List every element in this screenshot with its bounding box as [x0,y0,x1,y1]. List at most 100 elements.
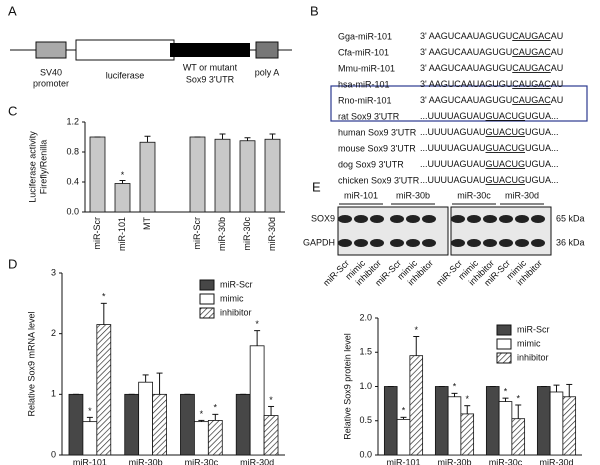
band [406,239,420,247]
sequence-part: CAUGAC [512,31,551,41]
sequence-part: ...UUUUAGUAU [420,111,486,121]
sequence: 3' AAGUCAAUAGUGUCAUGACAU [420,95,563,105]
sequence-part: UGUA... [525,159,559,169]
group-label: miR-30b [396,190,430,200]
sequence-part: CAUGAC [512,63,551,73]
x-tick-label: miR-30b [129,457,163,465]
sequence-part: 3' AAGUCAAUAGUGU [420,79,512,89]
band-size: 36 kDa [556,237,585,247]
error-bar [566,383,573,397]
legend-label: miR-Scr [517,324,550,334]
error-bar [553,384,560,392]
sequence: 3' AAGUCAAUAGUGUCAUGACAU [420,47,563,57]
error-bar [451,392,458,397]
significance: * [121,170,125,180]
error-bar [515,404,522,419]
sequence-part: GUACUG [486,127,526,137]
bar [485,386,500,456]
error-bar [244,137,251,141]
sequence-part: GUACUG [486,143,526,153]
legend-swatch [199,293,215,305]
y-axis-title: Firefly/Renilla [38,140,48,195]
band [338,239,352,247]
panel-label: E [312,179,321,194]
band [422,239,436,247]
sequence: ...UUUUAGUAUGUACUGUGUA... [420,111,559,121]
bar [264,138,281,213]
y-tick-label: 1.5 [359,347,372,357]
band [451,215,465,223]
sequence-part: GUACUG [486,175,526,185]
significance: * [414,325,418,335]
band-name: SOX9 [311,213,335,223]
sequence-part: CAUGAC [512,47,551,57]
sequence-part: AU [551,63,564,73]
bar [68,393,84,456]
sequence-part: GUACUG [486,159,526,169]
bar [180,393,195,456]
x-tick-label: miR-101 [73,457,107,465]
band [406,215,420,223]
legend-label: inhibitor [220,307,252,317]
bar [263,415,279,456]
y-tick-label: 2 [51,328,56,338]
sequence-part: ...UUUUAGUAU [420,127,486,137]
legend-swatch [496,338,512,350]
x-tick-label: MT [142,217,152,230]
sequence-part: CAUGAC [512,95,551,105]
bar [152,393,167,456]
y-axis-title: Luciferase activity [27,131,37,203]
species-name: Mmu-miR-101 [338,63,395,73]
y-tick-label: 0.8 [66,146,79,156]
error-bar [144,135,151,143]
sequence: 3' AAGUCAAUAGUGUCAUGACAU [420,31,563,41]
diagram-label: WT or mutant [183,62,238,72]
legend-swatch [496,324,512,336]
sequence: 3' AAGUCAAUAGUGUCAUGACAU [420,79,563,89]
diagram-label: poly A [255,67,280,77]
diagram-label: luciferase [106,70,145,80]
sequence-part: AU [551,79,564,89]
legend-swatch [496,352,512,364]
bar [139,141,156,213]
diagram-label: promoter [33,78,69,88]
x-tick-label: miR-30b [437,457,471,465]
bar [239,140,256,213]
x-tick-label: miR-30c [242,217,252,251]
y-axis-title: Relative Sox9 protein level [342,333,352,440]
bar [383,386,398,456]
bar [124,393,140,456]
error-bar [268,405,275,416]
sequence: 3' AAGUCAAUAGUGUCAUGACAU [420,63,563,73]
y-tick-label: 1 [51,389,56,399]
band [422,215,436,223]
y-axis-title: Relative Sox9 mRNA level [26,311,36,416]
error-bar [219,133,226,140]
species-name: Cfa-miR-101 [338,47,389,57]
species-name: mouse Sox9 3'UTR [338,143,416,153]
blot-box [337,206,449,256]
y-tick-label: 3 [51,267,56,277]
band [354,215,368,223]
band [354,239,368,247]
bar [114,183,131,213]
error-bar [413,335,420,356]
y-tick-label: 0.4 [66,176,79,186]
significance: * [453,382,457,392]
utr-box [170,43,250,57]
panel-label: A [8,3,17,18]
band [499,239,513,247]
y-tick-label: 0.0 [359,449,372,459]
sequence-part: ...UUUUAGUAU [420,159,486,169]
sequence-part: 3' AAGUCAAUAGUGU [420,31,512,41]
blot-box [450,206,552,256]
x-tick-label: miR-30c [185,457,219,465]
luciferase-box [75,39,175,61]
group-label: miR-30d [505,190,539,200]
legend-label: miR-Scr [220,279,253,289]
error-bar [502,397,509,402]
y-tick-label: 1.0 [359,381,372,391]
x-tick-label: miR-30c [489,457,523,465]
sv40-box [35,41,67,59]
